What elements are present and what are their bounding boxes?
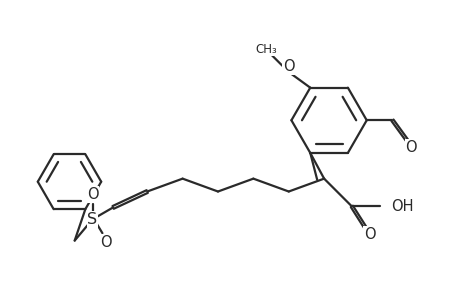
Text: S: S — [87, 212, 97, 227]
Text: OH: OH — [391, 199, 413, 214]
Text: O: O — [282, 59, 294, 74]
Text: O: O — [101, 235, 112, 250]
Text: O: O — [363, 226, 375, 242]
Text: O: O — [86, 187, 98, 202]
Text: CH₃: CH₃ — [255, 43, 277, 56]
Text: O: O — [405, 140, 416, 154]
